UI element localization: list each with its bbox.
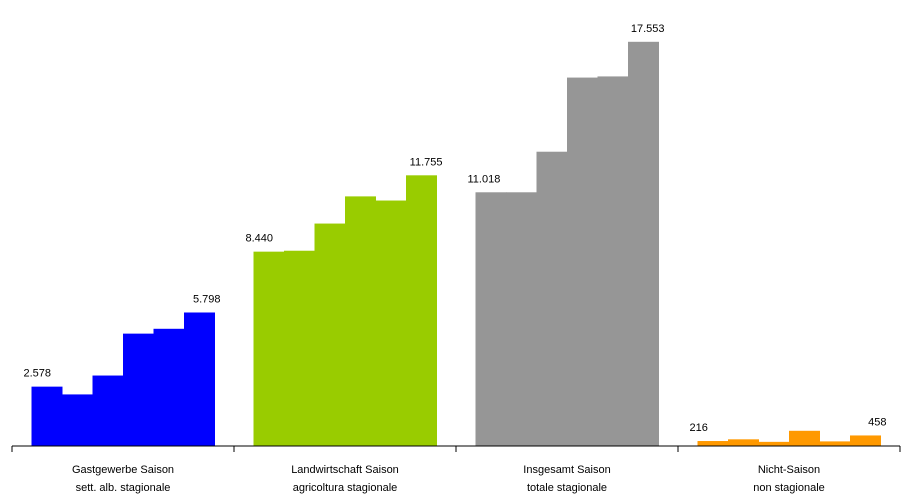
bar-nicht-saison-1: [697, 441, 729, 446]
bar-landwirtschaft-saison-6: [406, 175, 437, 446]
bar-gastgewerbe-saison-1: [31, 386, 63, 446]
category-label-gastgewerbe-saison-line2: sett. alb. stagionale: [76, 482, 171, 494]
bar-gastgewerbe-saison-3: [92, 375, 124, 446]
value-label-last-landwirtschaft-saison: 11.755: [410, 156, 443, 168]
category-label-landwirtschaft-saison-line2: agricoltura stagionale: [293, 482, 398, 494]
value-label-first-gastgewerbe-saison: 2.578: [24, 368, 52, 380]
bar-insgesamt-saison-3: [536, 151, 568, 446]
bar-landwirtschaft-saison-4: [345, 196, 376, 446]
bar-insgesamt-saison-4: [567, 77, 598, 446]
bar-landwirtschaft-saison-1: [253, 251, 285, 446]
x-axis-ticks: [11, 446, 901, 452]
bar-gastgewerbe-saison-5: [153, 328, 185, 446]
value-label-last-nicht-saison: 458: [868, 416, 886, 428]
bars-layer: [31, 41, 881, 447]
value-label-first-insgesamt-saison: 11.018: [468, 173, 501, 185]
bar-gastgewerbe-saison-2: [62, 394, 93, 446]
bar-nicht-saison-3: [758, 441, 790, 446]
value-label-last-gastgewerbe-saison: 5.798: [193, 293, 221, 305]
bar-insgesamt-saison-1: [475, 192, 507, 446]
bar-landwirtschaft-saison-2: [284, 250, 315, 446]
bar-nicht-saison-2: [728, 439, 759, 446]
bar-gastgewerbe-saison-4: [123, 333, 154, 446]
value-label-last-insgesamt-saison: 17.553: [631, 23, 665, 35]
category-label-insgesamt-saison-line1: Insgesamt Saison: [523, 464, 610, 476]
category-label-nicht-saison-line2: non stagionale: [753, 482, 825, 494]
bar-insgesamt-saison-6: [628, 41, 659, 447]
value-label-first-landwirtschaft-saison: 8.440: [246, 233, 274, 245]
bar-nicht-saison-5: [819, 441, 851, 446]
category-label-insgesamt-saison-line2: totale stagionale: [527, 482, 607, 494]
bar-nicht-saison-4: [789, 430, 820, 446]
bar-insgesamt-saison-2: [506, 192, 537, 446]
bar-nicht-saison-6: [850, 435, 881, 446]
category-labels-layer: Gastgewerbe Saison sett. alb. stagionale L…: [72, 464, 825, 494]
bar-landwirtschaft-saison-5: [375, 200, 407, 446]
value-labels-layer: 2.578 5.798 8.440 11.755 11.018 17.553 216 458: [24, 23, 887, 434]
bar-gastgewerbe-saison-6: [184, 312, 215, 446]
value-label-first-nicht-saison: 216: [690, 422, 708, 434]
category-label-gastgewerbe-saison-line1: Gastgewerbe Saison: [72, 464, 174, 476]
bar-insgesamt-saison-5: [597, 76, 629, 447]
bar-landwirtschaft-saison-3: [314, 223, 346, 446]
category-label-landwirtschaft-saison-line1: Landwirtschaft Saison: [291, 464, 399, 476]
category-label-nicht-saison-line1: Nicht-Saison: [758, 464, 820, 476]
